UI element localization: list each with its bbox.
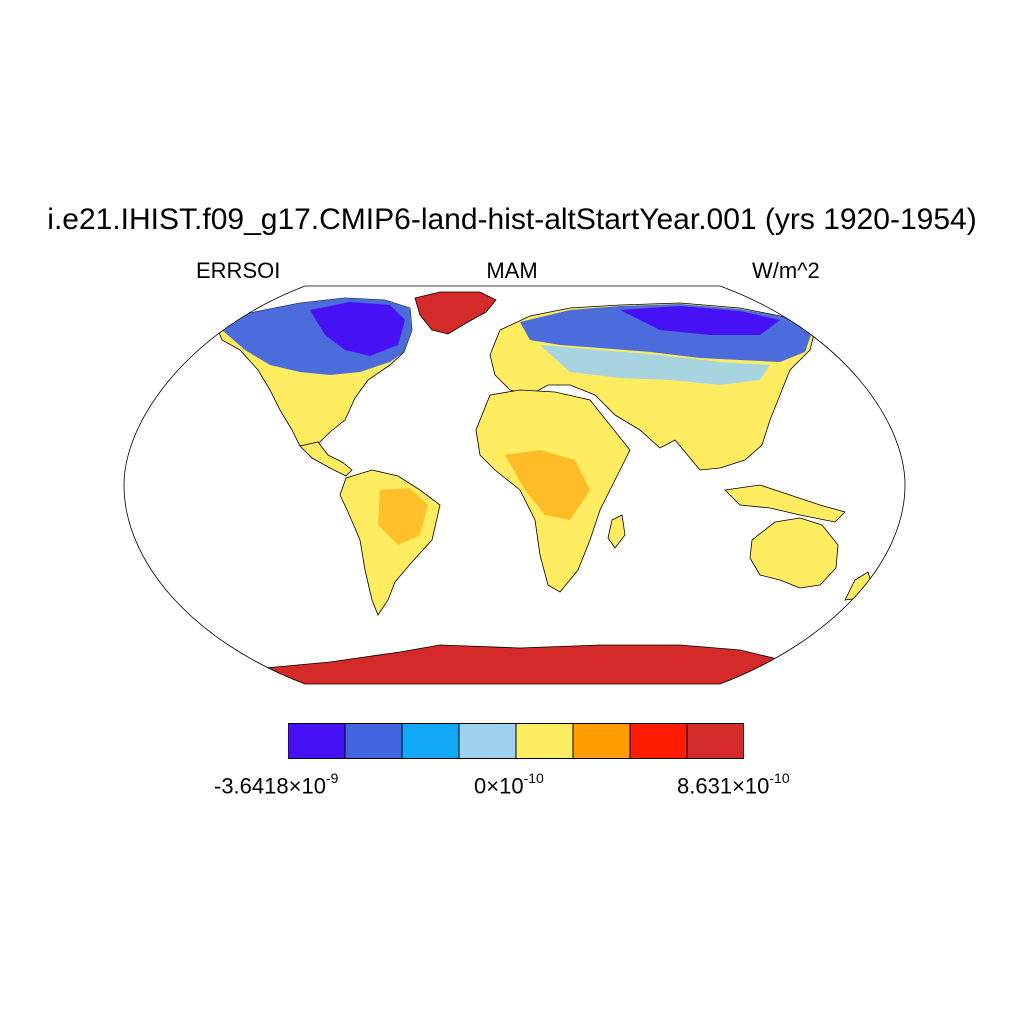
map-outline [123, 285, 906, 685]
units-label: W/m^2 [752, 258, 820, 283]
colorbar-swatch [686, 723, 744, 759]
colorbar-label-min: -3.6418×10-9 [214, 770, 339, 799]
colorbar-label-zero: 0×10-10 [474, 770, 544, 799]
central-america [299, 441, 353, 477]
madagascar [607, 514, 626, 549]
colorbar-swatch [572, 723, 631, 759]
colorbar-swatch [458, 723, 517, 759]
maritime-asia [724, 484, 846, 523]
colorbar-swatch [629, 723, 688, 759]
eurasia-midlat [540, 345, 770, 385]
plot-title: i.e21.IHIST.f09_g17.CMIP6-land-hist-altS… [47, 203, 977, 236]
colorbar-swatch [288, 723, 346, 759]
south-america-warm [378, 488, 428, 545]
colorbar-swatch [515, 723, 574, 759]
antarctica [249, 644, 791, 684]
colorbar-swatch [344, 723, 403, 759]
canada-core [310, 302, 405, 356]
greenland [414, 291, 497, 335]
australia [749, 517, 839, 589]
colorbar-label-max: 8.631×10-10 [677, 770, 790, 799]
siberia-core [620, 306, 780, 335]
colorbar [288, 723, 744, 759]
new-zealand [844, 571, 873, 601]
variable-label: ERRSOI [196, 258, 281, 283]
season-label: MAM [486, 258, 538, 283]
africa-warm [505, 450, 590, 520]
colorbar-swatch [401, 723, 460, 759]
